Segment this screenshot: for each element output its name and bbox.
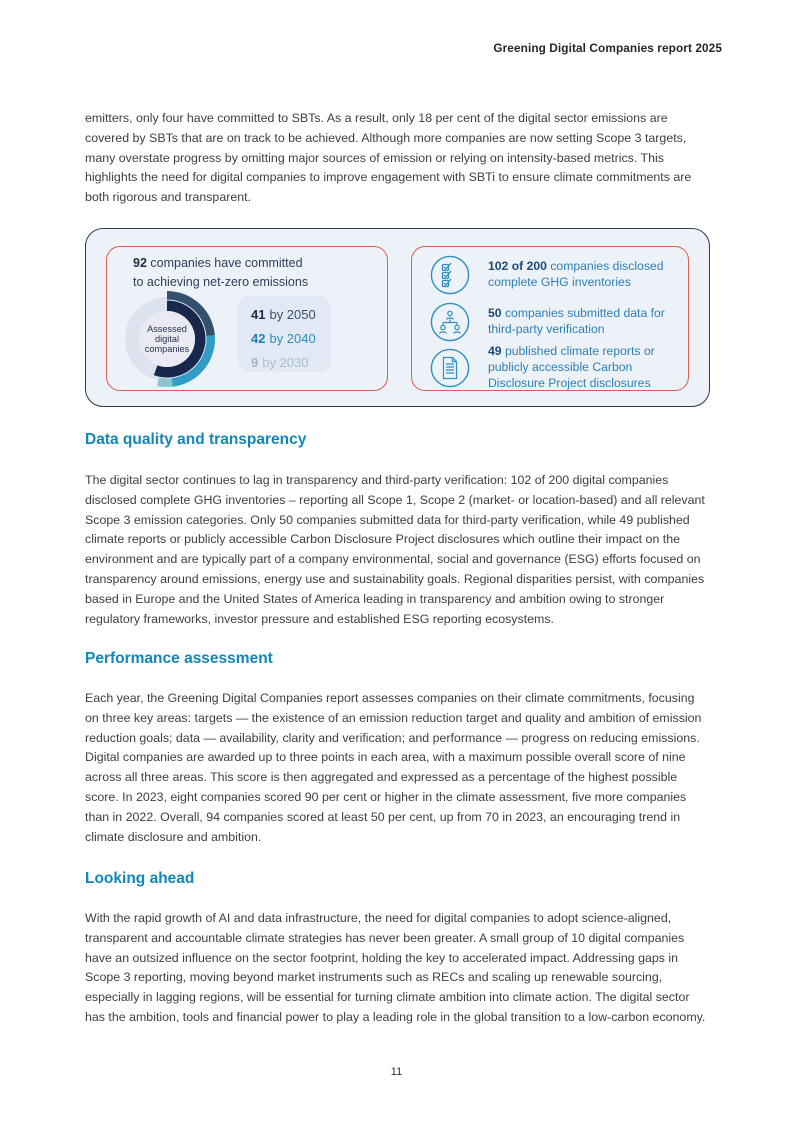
disclosure-item-verification: 50 companies submitted data for third-pa…: [430, 300, 676, 344]
section-heading-performance: Performance assessment: [85, 650, 273, 667]
section-body-data-quality: The digital sector continues to lag in t…: [85, 473, 705, 626]
checklist-icon: [430, 255, 470, 295]
section-heading-looking-ahead: Looking ahead: [85, 870, 195, 887]
section-body-performance: Each year, the Greening Digital Companie…: [85, 691, 702, 844]
section-heading-data-quality: Data quality and transparency: [85, 431, 307, 448]
org-chart-icon: [430, 302, 470, 342]
disclosure-item-reports: 49 published climate reports or publicly…: [430, 344, 676, 392]
targets-box: 41 by 2050 42 by 2040 9 by 2030: [238, 296, 331, 372]
target-2040: 42 by 2040: [251, 331, 316, 346]
disclosures-panel: 102 of 200 companies disclosed complete …: [411, 246, 689, 391]
target-2050: 41 by 2050: [251, 307, 316, 322]
net-zero-title-line2: to achieving net-zero emissions: [133, 275, 309, 289]
net-zero-title-line1: 92 companies have committed: [133, 256, 303, 270]
page-number: 11: [390, 1066, 403, 1078]
disclosure-text: 50 companies submitted data for third-pa…: [488, 306, 665, 336]
disclosure-item-ghg: 102 of 200 companies disclosed complete …: [430, 253, 676, 297]
net-zero-donut-chart: Assessed digital companies: [117, 289, 217, 389]
disclosure-text: 49 published climate reports or publicly…: [488, 344, 655, 390]
target-2030: 9 by 2030: [251, 355, 309, 370]
infographic-container: 92 companies have committed to achieving…: [85, 228, 710, 407]
disclosure-text: 102 of 200 companies disclosed complete …: [488, 259, 664, 289]
net-zero-title: 92 companies have committed to achieving…: [133, 254, 353, 292]
net-zero-panel: 92 companies have committed to achieving…: [106, 246, 388, 391]
donut-chart-svg: Assessed digital companies: [125, 291, 215, 387]
section-body-looking-ahead: With the rapid growth of AI and data inf…: [85, 911, 706, 1024]
report-header: Greening Digital Companies report 2025: [493, 41, 722, 55]
net-zero-number: 92: [133, 256, 147, 270]
report-document-icon: [430, 348, 470, 388]
intro-paragraph: emitters, only four have committed to SB…: [85, 111, 692, 205]
